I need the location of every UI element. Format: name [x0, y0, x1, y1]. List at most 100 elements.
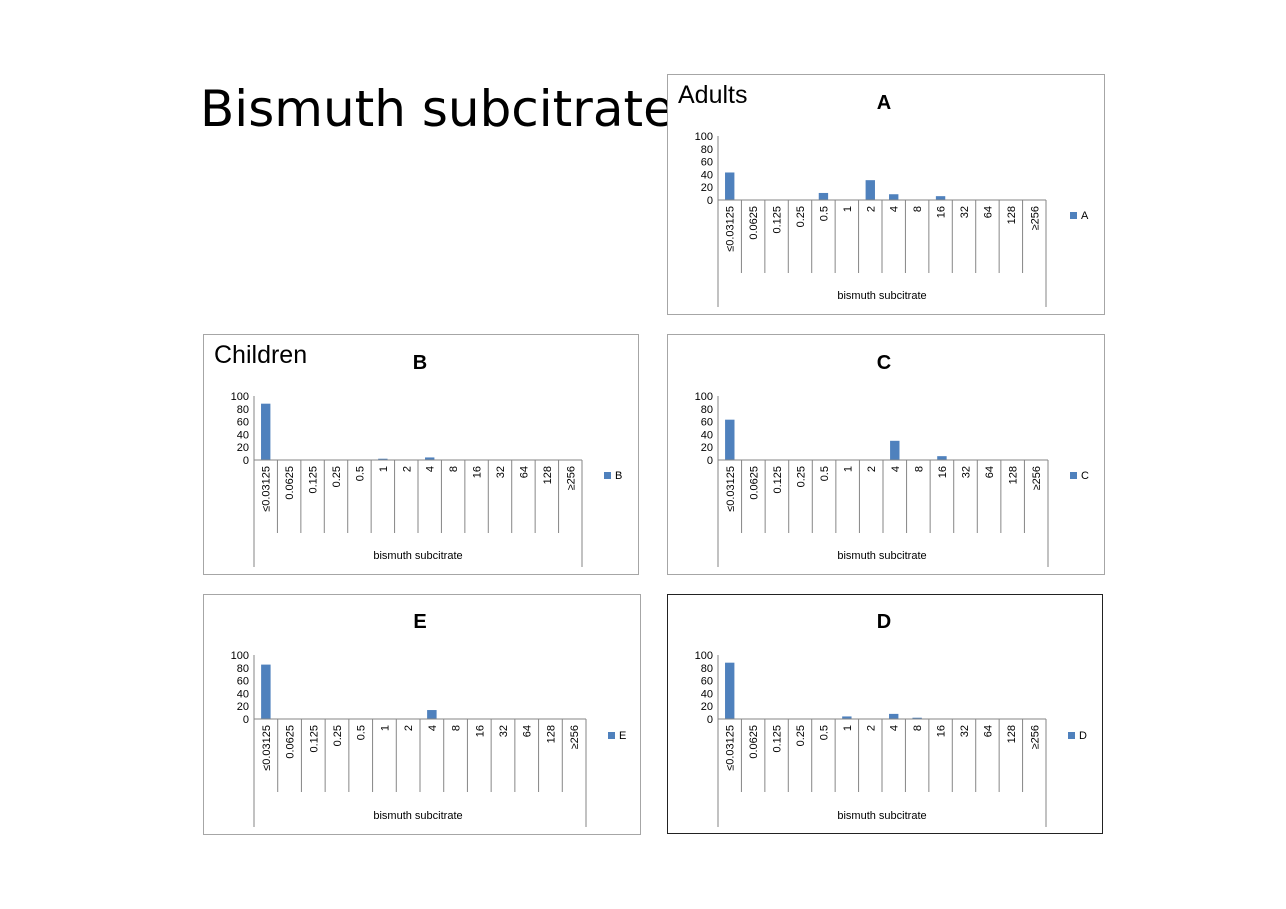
chart-title-d: D [877, 611, 891, 633]
x-tick-label: 0.125 [308, 466, 320, 494]
x-tick-label: 32 [498, 725, 510, 737]
x-tick-label: 8 [913, 466, 925, 472]
x-tick-label: 4 [425, 466, 437, 472]
x-tick-label: 0.125 [772, 206, 784, 234]
bar [912, 717, 922, 719]
x-tick-label: 4 [890, 466, 902, 472]
y-tick-label: 0 [707, 714, 713, 726]
page-title: Bismuth subcitrate [200, 80, 674, 138]
x-axis-label: bismuth subcitrate [373, 550, 462, 562]
bar [865, 180, 875, 200]
y-tick-label: 0 [243, 714, 249, 726]
x-tick-label: 32 [959, 725, 971, 737]
chart-title-c: C [877, 352, 891, 374]
y-tick-label: 20 [701, 182, 713, 194]
x-tick-label: 1 [843, 466, 855, 472]
x-tick-label: 16 [936, 725, 948, 737]
x-tick-label: ≤0.03125 [261, 725, 273, 771]
y-tick-label: 40 [701, 429, 713, 441]
x-tick-label: 128 [1008, 466, 1020, 484]
chart-panel-e: E 0 20 40 60 80 100 ≤0.03125 0.0625 0.125 0.25 0.5 1… [203, 594, 641, 835]
bar [261, 664, 271, 719]
x-tick-label: 0.5 [354, 466, 366, 481]
x-tick-label: 128 [1006, 206, 1018, 224]
legend-entry: C [1081, 470, 1089, 482]
x-tick-label: 1 [379, 725, 391, 731]
bar [889, 713, 899, 719]
bar [889, 194, 899, 200]
y-tick-label: 20 [701, 701, 713, 713]
x-tick-label: 0.125 [772, 725, 784, 753]
x-tick-label: 2 [866, 466, 878, 472]
x-tick-label: 4 [889, 206, 901, 212]
x-tick-label: 0.25 [795, 725, 807, 746]
bar [937, 456, 947, 460]
y-tick-label: 60 [701, 676, 713, 688]
x-tick-label: 64 [982, 725, 994, 737]
x-tick-label: 0.125 [772, 466, 784, 494]
legend-swatch [608, 732, 615, 739]
legend-swatch [604, 472, 611, 479]
x-tick-label: 0.25 [796, 466, 808, 487]
x-tick-label: 32 [961, 466, 973, 478]
y-tick-label: 60 [701, 157, 713, 169]
x-tick-label: 0.25 [331, 466, 343, 487]
y-tick-label: 100 [695, 650, 713, 662]
y-tick-label: 80 [237, 404, 249, 416]
x-tick-label: 2 [403, 725, 415, 731]
x-tick-label: ≥256 [569, 725, 581, 749]
x-tick-label: 8 [448, 466, 460, 472]
chart-panel-b: Children B 0 20 40 60 80 100 ≤0.03125 0.0625 0.12… [203, 334, 639, 575]
x-axis-label: bismuth subcitrate [373, 810, 462, 822]
y-tick-label: 20 [237, 442, 249, 454]
bar [935, 196, 946, 200]
y-tick-label: 40 [701, 169, 713, 181]
x-tick-label: ≥256 [565, 466, 577, 490]
x-tick-label: 32 [959, 206, 971, 218]
bar [842, 716, 852, 719]
x-tick-label: 0.125 [308, 725, 320, 753]
y-tick-label: 100 [695, 131, 713, 143]
x-tick-label: ≤0.03125 [725, 466, 737, 512]
y-tick-label: 0 [243, 455, 249, 467]
bar [427, 710, 437, 719]
y-tick-label: 100 [231, 391, 249, 403]
legend-entry: B [615, 470, 622, 482]
x-tick-label: ≥256 [1029, 206, 1041, 230]
y-tick-label: 60 [237, 676, 249, 688]
bar [818, 192, 829, 200]
chart-title-a: A [877, 92, 891, 114]
bar [725, 662, 735, 719]
x-tick-label: 64 [984, 466, 996, 478]
x-tick-label: 8 [912, 725, 924, 731]
x-tick-label: ≤0.03125 [261, 466, 273, 512]
x-tick-label: 8 [912, 206, 924, 212]
y-tick-label: 0 [707, 455, 713, 467]
x-tick-label: 16 [474, 725, 486, 737]
x-axis-label: bismuth subcitrate [837, 810, 926, 822]
y-tick-label: 40 [701, 688, 713, 700]
x-tick-label: 0.5 [818, 206, 830, 221]
x-tick-label: ≤0.03125 [725, 206, 737, 252]
x-tick-label: 4 [427, 725, 439, 731]
x-tick-label: 128 [542, 466, 554, 484]
y-tick-label: 60 [237, 417, 249, 429]
x-tick-label: ≤0.03125 [725, 725, 737, 771]
y-tick-label: 20 [237, 701, 249, 713]
legend-swatch [1070, 212, 1077, 219]
bar [725, 172, 735, 200]
x-axis-label: bismuth subcitrate [837, 550, 926, 562]
x-tick-label: 2 [401, 466, 413, 472]
x-tick-label: 16 [937, 466, 949, 478]
bar [425, 457, 435, 460]
y-tick-label: 100 [695, 391, 713, 403]
x-tick-label: 16 [936, 206, 948, 218]
y-tick-label: 80 [701, 144, 713, 156]
x-tick-label: 32 [495, 466, 507, 478]
x-tick-label: 1 [842, 725, 854, 731]
y-tick-label: 40 [237, 429, 249, 441]
chart-panel-a: Adults A 0 20 40 60 80 100 ≤0.03125 0.0625 0.125 0… [667, 74, 1105, 315]
x-tick-label: 0.0625 [748, 725, 760, 759]
